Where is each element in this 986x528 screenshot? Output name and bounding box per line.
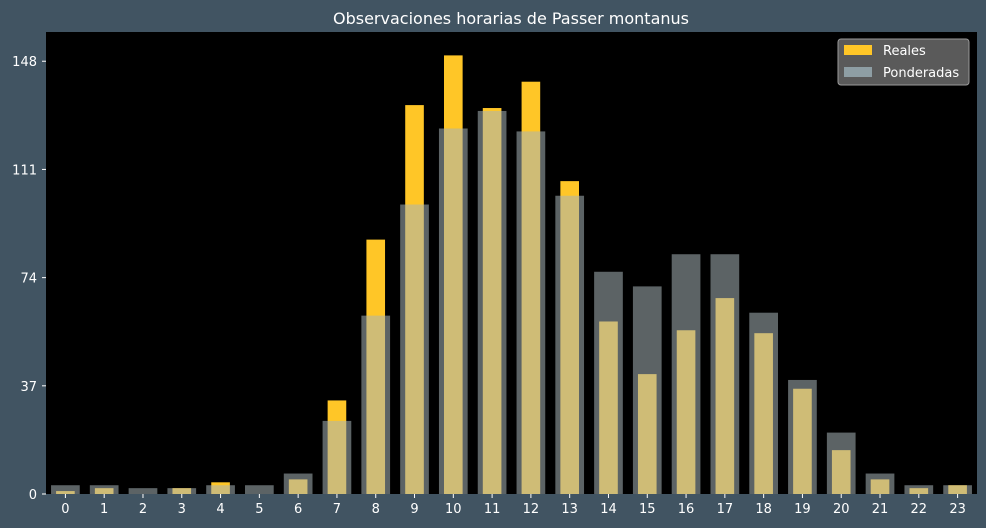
x-tick-label-13: 13	[561, 502, 578, 517]
legend: Reales Ponderadas	[837, 38, 970, 86]
y-tick-label-37: 37	[20, 380, 37, 395]
x-tick-label-4: 4	[216, 502, 224, 517]
bar-ponderadas-4	[206, 485, 235, 494]
x-tick-label-6: 6	[294, 502, 302, 517]
bar-ponderadas-20	[826, 432, 856, 494]
bar-ponderadas-12	[516, 131, 546, 494]
bar-ponderadas-2	[128, 488, 158, 494]
x-tick-label-21: 21	[872, 502, 889, 517]
legend-label-reales: Reales	[883, 44, 926, 59]
legend-swatch-reales	[844, 45, 872, 55]
bar-ponderadas-7	[322, 420, 352, 494]
x-tick-label-3: 3	[178, 502, 186, 517]
bar-ponderadas-1	[89, 485, 119, 494]
x-tick-label-16: 16	[678, 502, 695, 517]
x-tick-label-1: 1	[100, 502, 108, 517]
x-tick-label-5: 5	[255, 502, 263, 517]
x-tick-label-11: 11	[484, 502, 501, 517]
x-tick-label-18: 18	[755, 502, 772, 517]
x-tick-label-20: 20	[833, 502, 850, 517]
x-tick-label-10: 10	[445, 502, 462, 517]
y-tick-label-111: 111	[12, 163, 37, 178]
bar-ponderadas-14	[594, 271, 623, 494]
bar-ponderadas-21	[865, 473, 895, 494]
chart-title: Observaciones horarias de Passer montanu…	[333, 9, 689, 28]
x-tick-label-2: 2	[139, 502, 147, 517]
x-tick-label-17: 17	[717, 502, 734, 517]
x-tick-label-19: 19	[794, 502, 811, 517]
x-tick-label-22: 22	[911, 502, 928, 517]
bar-ponderadas-17	[710, 254, 740, 494]
bar-ponderadas-15	[632, 286, 662, 494]
bar-ponderadas-10	[438, 128, 468, 495]
bar-ponderadas-9	[400, 204, 429, 494]
x-tick-label-0: 0	[61, 502, 69, 517]
bar-ponderadas-13	[555, 195, 585, 495]
bar-ponderadas-22	[904, 485, 934, 494]
x-tick-label-12: 12	[523, 502, 540, 517]
x-tick-label-15: 15	[639, 502, 656, 517]
bar-ponderadas-19	[788, 379, 817, 494]
x-tick-label-9: 9	[410, 502, 418, 517]
bar-ponderadas-5	[245, 485, 274, 494]
y-tick-label-0: 0	[29, 488, 37, 503]
legend-label-ponderadas: Ponderadas	[883, 66, 959, 81]
bar-ponderadas-11	[477, 110, 507, 494]
bar-ponderadas-0	[51, 485, 80, 494]
bar-ponderadas-18	[749, 312, 778, 494]
y-tick-label-74: 74	[20, 272, 37, 287]
y-tick-label-148: 148	[12, 55, 37, 70]
bar-ponderadas-23	[943, 485, 972, 494]
bar-ponderadas-16	[671, 254, 701, 494]
legend-swatch-ponderadas	[844, 67, 872, 77]
plot-area	[46, 32, 977, 494]
x-tick-label-14: 14	[600, 502, 617, 517]
x-tick-label-8: 8	[372, 502, 380, 517]
x-tick-label-7: 7	[333, 502, 341, 517]
bar-ponderadas-6	[283, 473, 313, 494]
x-tick-label-23: 23	[949, 502, 966, 517]
bar-ponderadas-8	[361, 315, 391, 494]
bar-ponderadas-3	[167, 488, 197, 494]
